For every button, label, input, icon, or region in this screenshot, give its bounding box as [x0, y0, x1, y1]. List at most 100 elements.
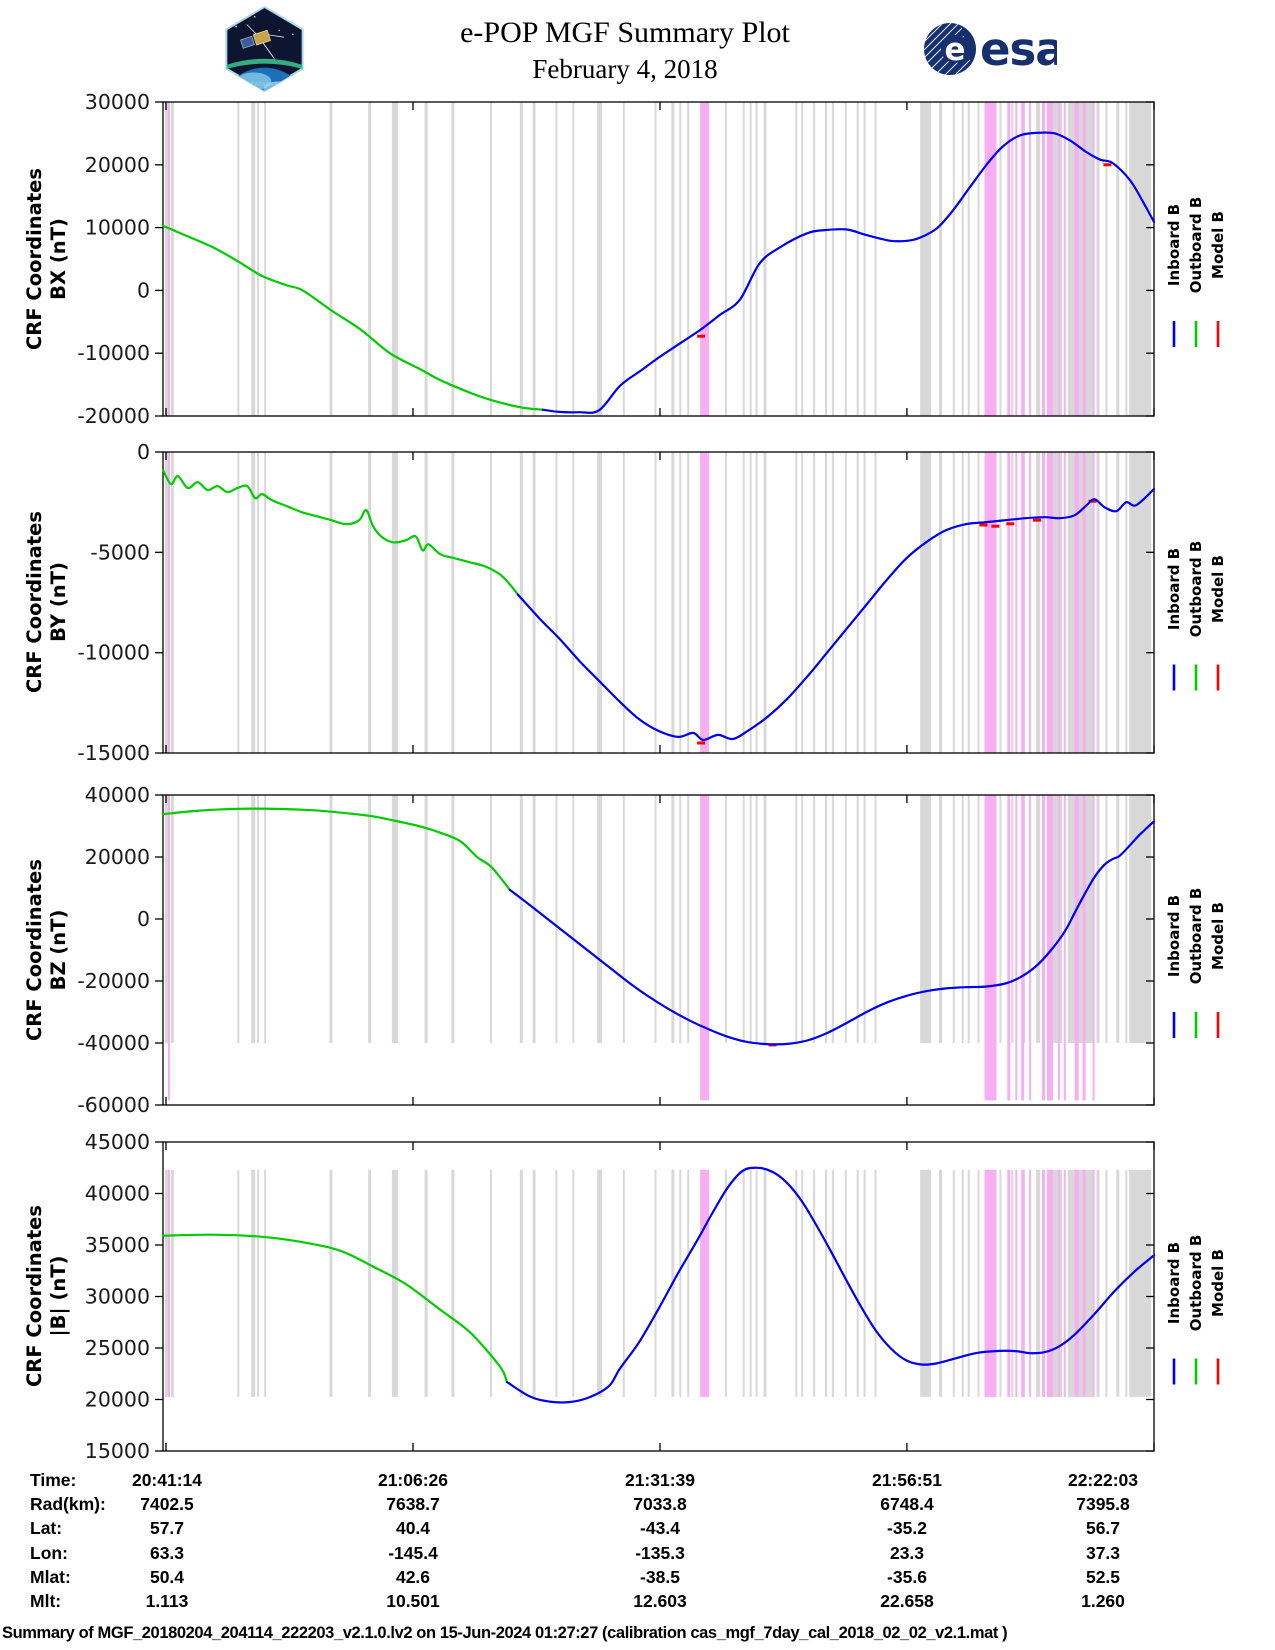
data-flag-band-gray: [856, 102, 859, 416]
data-flag-band-pink: [1021, 1169, 1025, 1397]
inboard-b-curve: [516, 488, 1156, 742]
data-flag-band-gray: [967, 452, 970, 753]
data-flag-band-pink: [168, 102, 170, 416]
data-flag-band-pink: [1029, 452, 1032, 753]
table-cell: 7638.7: [386, 1494, 440, 1514]
data-flag-band-gray: [622, 795, 625, 1043]
legend-label-inboard-b: Inboard B: [1165, 203, 1183, 287]
data-flag-band-gray: [519, 102, 523, 416]
data-flag-band-gray: [654, 452, 657, 753]
inboard-b-curve: [508, 820, 1156, 1046]
data-flag-band-pink: [1082, 1169, 1086, 1397]
data-flag-band-gray: [555, 452, 558, 753]
data-flag-band-gray: [999, 795, 1002, 1043]
data-flag-band-gray: [451, 1169, 455, 1397]
flag-bands: [165, 102, 1152, 416]
data-flag-band-gray: [490, 795, 492, 1043]
page-subtitle-date: February 4, 2018: [532, 54, 718, 84]
table-cell: 12.603: [633, 1591, 687, 1611]
data-flag-band-pink: [1007, 452, 1011, 753]
table-cell: 10.501: [386, 1591, 440, 1611]
data-flag-band-gray: [874, 452, 877, 753]
data-flag-band-gray: [967, 102, 970, 416]
data-flag-band-gray: [597, 102, 603, 416]
data-flag-band-gray: [1116, 452, 1120, 753]
data-flag-band-gray: [237, 1169, 240, 1397]
legend-panel-1: Inboard B Outboard B Model B: [1163, 197, 1229, 294]
data-flag-band-gray: [920, 795, 932, 1043]
data-flag-band-gray: [597, 452, 603, 753]
y-tick-label: 20000: [85, 845, 150, 869]
legend-label-model-b: Model B: [1209, 1248, 1227, 1317]
data-flag-band-gray: [831, 102, 834, 416]
data-flag-band-gray: [1036, 795, 1041, 1043]
table-cell: 22:22:03: [1067, 1470, 1139, 1490]
outboard-b-curve: [161, 224, 544, 411]
data-flag-band-gray: [679, 102, 682, 416]
data-flag-band-gray: [999, 102, 1002, 416]
data-flag-band-pink: [1057, 1169, 1060, 1397]
data-flag-band-gray: [257, 102, 260, 416]
table-cell: 7402.5: [140, 1494, 194, 1514]
flag-bands: [165, 795, 1152, 1101]
data-flag-band-gray: [532, 1169, 536, 1397]
outboard-b-curve: [161, 1233, 508, 1384]
y-tick-label: 0: [137, 278, 150, 302]
table-cell: 57.7: [149, 1518, 185, 1538]
flag-bands: [165, 1169, 1152, 1397]
data-flag-band-gray: [572, 795, 575, 1043]
y-tick-label: -15000: [77, 741, 150, 765]
data-flag-band-gray: [687, 1169, 690, 1397]
data-flag-band-gray: [795, 452, 798, 753]
data-flag-band-gray: [1125, 102, 1128, 416]
data-flag-band-pink: [700, 102, 710, 416]
data-flag-band-gray: [1129, 102, 1152, 416]
table-cell: 21:56:51: [871, 1470, 943, 1490]
data-flag-band-pink: [1074, 102, 1079, 416]
data-flag-band-gray: [170, 1169, 174, 1397]
panel-border: [162, 451, 1155, 754]
table-cell: 7395.8: [1076, 1494, 1130, 1514]
data-flag-band-gray: [424, 452, 428, 753]
data-flag-band-gray: [801, 452, 804, 753]
data-flag-band-gray: [977, 1169, 980, 1397]
data-flag-band-pink: [1029, 795, 1032, 1101]
data-flag-band-gray: [742, 795, 745, 1043]
y-tick-label: -10000: [77, 341, 150, 365]
data-flag-band-pink: [1063, 102, 1066, 416]
data-flag-band-gray: [825, 1169, 827, 1397]
data-flag-band-pink: [1057, 795, 1060, 1101]
data-flag-band-gray: [856, 452, 859, 753]
esa-logo: e esa: [924, 23, 1057, 76]
data-flag-band-gray: [795, 102, 798, 416]
patch-horizon-glow: [226, 58, 303, 70]
data-flag-band-gray: [654, 795, 657, 1043]
data-flag-band-pink: [1092, 795, 1095, 1101]
data-flag-band-gray: [687, 795, 690, 1043]
table-cell: 1.113: [145, 1591, 189, 1611]
data-flag-band-gray: [257, 1169, 260, 1397]
data-flag-band-gray: [863, 795, 866, 1043]
data-flag-band-gray: [264, 452, 267, 753]
data-flag-band-gray: [687, 102, 690, 416]
legend-label-model-b: Model B: [1209, 211, 1227, 279]
data-flag-band-pink: [1007, 102, 1011, 416]
data-flag-band-pink: [984, 452, 997, 753]
panel-border: [162, 1141, 1155, 1452]
data-flag-band-pink: [168, 1169, 170, 1397]
data-flag-band-pink: [1021, 795, 1025, 1101]
data-flag-band-gray: [671, 795, 675, 1043]
data-flag-band-pink: [1029, 1169, 1032, 1397]
data-flag-band-gray: [391, 795, 398, 1043]
data-flag-band-gray: [391, 452, 398, 753]
data-flag-band-gray: [961, 102, 964, 416]
y-tick-label: 10000: [85, 216, 150, 240]
data-flag-band-gray: [654, 1169, 657, 1397]
data-flag-band-gray: [237, 102, 240, 416]
data-flag-band-gray: [1105, 452, 1108, 753]
data-flag-band-pink: [168, 452, 170, 753]
y-tick-label: 45000: [85, 1130, 150, 1154]
data-flag-band-gray: [801, 1169, 804, 1397]
table-cell: -145.4: [388, 1543, 438, 1563]
data-flag-band-gray: [952, 795, 955, 1043]
